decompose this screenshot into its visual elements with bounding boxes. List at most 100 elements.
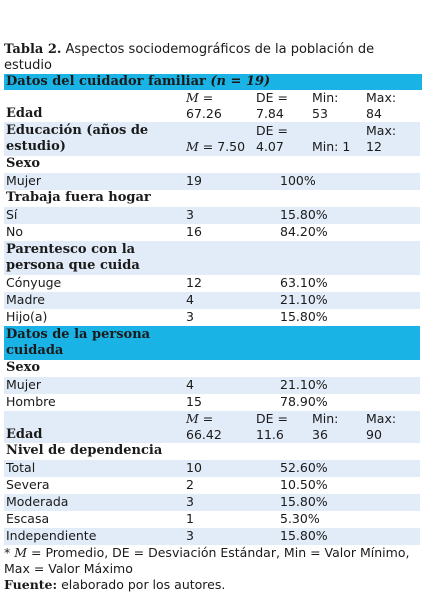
- table-row: Mujer 19 100%: [4, 173, 420, 190]
- row-label: Independiente: [6, 528, 97, 543]
- count-value: 4: [186, 377, 194, 392]
- row-label: Mujer: [6, 377, 42, 392]
- source-text: elaborado por los autores.: [57, 577, 226, 592]
- count-value: 3: [186, 309, 194, 324]
- table-row: Hombre 15 78.90%: [4, 394, 420, 411]
- age-row-caregiver: Edad M = 67.26 DE = 7.84 Min: 53 Max: 84: [4, 90, 420, 122]
- table-caption: Tabla 2. Aspectos sociodemográficos de l…: [4, 42, 420, 74]
- sd-label: DE =: [256, 123, 288, 138]
- min-label: Min:: [312, 411, 339, 426]
- percent-value: 100%: [280, 173, 316, 188]
- section-title-line1: Datos de la persona: [6, 327, 151, 342]
- count-value: 16: [186, 224, 202, 239]
- table-row: Sí 3 15.80%: [4, 207, 420, 224]
- percent-value: 10.50%: [280, 477, 328, 492]
- min-value: 53: [312, 106, 328, 121]
- caption-label: Tabla 2.: [4, 42, 62, 57]
- table-2: Tabla 2. Aspectos sociodemográficos de l…: [4, 42, 422, 593]
- row-label-line1: Educación (años de: [6, 123, 149, 138]
- mean-label: M =: [186, 90, 214, 105]
- count-value: 3: [186, 528, 194, 543]
- row-label: Madre: [6, 292, 45, 307]
- footnote-m: M: [14, 545, 28, 560]
- count-value: 4: [186, 292, 194, 307]
- row-label: Hijo(a): [6, 309, 48, 324]
- mean-value: = 7.50: [198, 139, 246, 154]
- group-header-sex-patient: Sexo: [4, 360, 422, 377]
- percent-value: 84.20%: [280, 224, 328, 239]
- group-label-line2: persona que cuida: [6, 258, 140, 273]
- sd-label: DE =: [256, 411, 288, 426]
- source-label: Fuente:: [4, 577, 58, 592]
- group-header-dependency: Nivel de dependencia: [4, 443, 422, 460]
- table-row: Severa 2 10.50%: [4, 477, 420, 494]
- table-row: Hijo(a) 3 15.80%: [4, 309, 420, 326]
- row-label-line2: estudio): [6, 139, 66, 154]
- sd-label: DE =: [256, 90, 288, 105]
- section-title: Datos del cuidador familiar: [6, 74, 211, 89]
- count-value: 12: [186, 275, 202, 290]
- table-footnote: * M = Promedio, DE = Desviación Estándar…: [4, 545, 420, 577]
- mean-label: M =: [186, 411, 214, 426]
- percent-value: 15.80%: [280, 309, 328, 324]
- table-row: Moderada 3 15.80%: [4, 494, 420, 511]
- count-value: 19: [186, 173, 202, 188]
- table-row: Escasa 1 5.30%: [4, 511, 420, 528]
- group-label-line1: Parentesco con la: [6, 242, 136, 257]
- table-row: Independiente 3 15.80%: [4, 528, 420, 545]
- max-label: Max:: [366, 90, 397, 105]
- group-label: Trabaja fuera hogar: [6, 190, 151, 205]
- row-label: Mujer: [6, 173, 42, 188]
- footnote-marker: *: [4, 545, 15, 560]
- row-label: Severa: [6, 477, 50, 492]
- min-value: 36: [312, 427, 328, 442]
- group-label: Nivel de dependencia: [6, 443, 163, 458]
- table-row: Total 10 52.60%: [4, 460, 420, 477]
- percent-value: 15.80%: [280, 528, 328, 543]
- sd-value: 11.6: [256, 427, 284, 442]
- caption-text: Aspectos sociodemográficos de la poblaci…: [4, 42, 375, 73]
- section-header-patient: Datos de la persona cuidada: [4, 326, 420, 360]
- count-value: 2: [186, 477, 194, 492]
- count-value: 1: [186, 511, 194, 526]
- group-label: Sexo: [6, 156, 41, 171]
- count-value: 3: [186, 494, 194, 509]
- sample-size: (n = 19): [210, 74, 271, 89]
- row-label: Escasa: [6, 511, 50, 526]
- table-row: Cónyuge 12 63.10%: [4, 275, 420, 292]
- max-label: Max:: [366, 123, 397, 138]
- education-row: Educación (años de estudio) M = 7.50 DE …: [4, 122, 420, 156]
- percent-value: 21.10%: [280, 377, 328, 392]
- row-label: Sí: [6, 207, 18, 222]
- row-label: Moderada: [6, 494, 69, 509]
- row-label: Edad: [6, 106, 43, 121]
- group-header-relationship: Parentesco con la persona que cuida: [4, 241, 420, 275]
- table-row: Madre 4 21.10%: [4, 292, 420, 309]
- row-label: Edad: [6, 427, 43, 442]
- section-title-line2: cuidada: [6, 343, 64, 358]
- mean-cell: M = 7.50: [186, 139, 245, 155]
- percent-value: 21.10%: [280, 292, 328, 307]
- sd-value: 7.84: [256, 106, 284, 121]
- min-value: Min: 1: [312, 139, 351, 154]
- table-row: No 16 84.20%: [4, 224, 420, 241]
- max-value: 12: [366, 139, 382, 154]
- footnote-text: = Promedio, DE = Desviación Estándar, Mi…: [4, 545, 410, 576]
- percent-value: 15.80%: [280, 494, 328, 509]
- group-label: Sexo: [6, 360, 41, 375]
- row-label: Total: [6, 460, 36, 475]
- max-value: 90: [366, 427, 382, 442]
- sd-value: 4.07: [256, 139, 284, 154]
- percent-value: 52.60%: [280, 460, 328, 475]
- row-label: Cónyuge: [6, 275, 62, 290]
- group-header-sex-caregiver: Sexo: [4, 156, 422, 173]
- mean-value: 66.42: [186, 427, 222, 442]
- percent-value: 78.90%: [280, 394, 328, 409]
- max-value: 84: [366, 106, 382, 121]
- mean-value: 67.26: [186, 106, 222, 121]
- count-value: 15: [186, 394, 202, 409]
- group-header-work: Trabaja fuera hogar: [4, 190, 422, 207]
- mean-label: M: [186, 139, 199, 154]
- section-header-caregiver: Datos del cuidador familiar (n = 19): [4, 74, 422, 90]
- table-row: Mujer 4 21.10%: [4, 377, 420, 394]
